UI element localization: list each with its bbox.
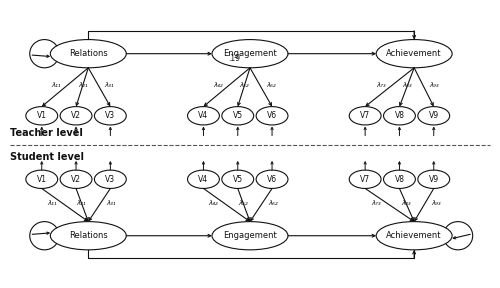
Text: λ₃₁: λ₃₁ (104, 82, 114, 88)
Text: Engagement: Engagement (223, 231, 277, 240)
Ellipse shape (188, 170, 220, 188)
Text: V6: V6 (267, 111, 277, 120)
Text: Teacher level: Teacher level (10, 128, 83, 138)
Ellipse shape (212, 39, 288, 68)
Ellipse shape (222, 107, 254, 125)
Text: λ₁₁: λ₁₁ (47, 200, 56, 206)
Text: Achievement: Achievement (386, 49, 442, 58)
Text: V2: V2 (71, 111, 81, 120)
Text: V1: V1 (37, 111, 47, 120)
Text: V2: V2 (71, 175, 81, 184)
Ellipse shape (349, 107, 381, 125)
Ellipse shape (26, 107, 58, 125)
Text: V4: V4 (198, 111, 208, 120)
Ellipse shape (256, 170, 288, 188)
Ellipse shape (50, 39, 126, 68)
Text: Achievement: Achievement (386, 231, 442, 240)
Text: V5: V5 (232, 111, 243, 120)
Text: λ₆₂: λ₆₂ (266, 82, 276, 88)
Text: λ₁₁: λ₁₁ (52, 82, 62, 88)
Ellipse shape (349, 170, 381, 188)
Text: Student level: Student level (10, 152, 84, 162)
Ellipse shape (376, 39, 452, 68)
Ellipse shape (212, 222, 288, 250)
Text: λ₃₁: λ₃₁ (106, 200, 116, 206)
Text: V8: V8 (394, 175, 404, 184)
Ellipse shape (256, 107, 288, 125)
Text: λ₅₂: λ₅₂ (238, 200, 248, 206)
Text: V4: V4 (198, 175, 208, 184)
Text: λ₅₂: λ₅₂ (240, 82, 250, 88)
Text: λ₈₃: λ₈₃ (402, 200, 411, 206)
Text: Relations: Relations (69, 49, 108, 58)
Text: V3: V3 (106, 111, 116, 120)
Ellipse shape (26, 170, 58, 188)
Text: λ₇₃: λ₇₃ (376, 82, 386, 88)
Text: λ₄₂: λ₄₂ (209, 200, 218, 206)
Ellipse shape (376, 222, 452, 250)
Text: Engagement: Engagement (223, 49, 277, 58)
Text: λ₂₁: λ₂₁ (78, 82, 88, 88)
Text: λ₇₃: λ₇₃ (372, 200, 381, 206)
Ellipse shape (94, 170, 126, 188)
Ellipse shape (384, 170, 416, 188)
Ellipse shape (94, 107, 126, 125)
Ellipse shape (384, 107, 416, 125)
Text: V1: V1 (37, 175, 47, 184)
Text: λ₉₃: λ₉₃ (429, 82, 438, 88)
Text: .19: .19 (228, 54, 240, 63)
Ellipse shape (188, 107, 220, 125)
Text: V5: V5 (232, 175, 243, 184)
Ellipse shape (418, 170, 450, 188)
Text: V7: V7 (360, 111, 370, 120)
Ellipse shape (60, 170, 92, 188)
Text: λ₉₃: λ₉₃ (431, 200, 440, 206)
Text: λ₈₃: λ₈₃ (402, 82, 412, 88)
Text: V3: V3 (106, 175, 116, 184)
Ellipse shape (60, 107, 92, 125)
Ellipse shape (222, 170, 254, 188)
Ellipse shape (50, 222, 126, 250)
Text: V6: V6 (267, 175, 277, 184)
Text: V9: V9 (428, 175, 439, 184)
Text: λ₄₂: λ₄₂ (214, 82, 223, 88)
Text: λ₂₁: λ₂₁ (77, 200, 86, 206)
Text: λ₆₂: λ₆₂ (268, 200, 278, 206)
Text: V7: V7 (360, 175, 370, 184)
Ellipse shape (418, 107, 450, 125)
Text: V8: V8 (394, 111, 404, 120)
Text: V9: V9 (428, 111, 439, 120)
Text: Relations: Relations (69, 231, 108, 240)
